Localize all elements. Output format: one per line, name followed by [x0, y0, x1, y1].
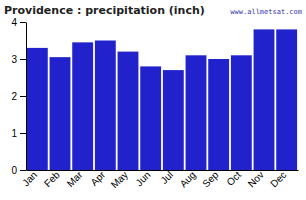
x-tick-label: Aug: [178, 169, 198, 189]
x-tick-label: Jun: [133, 169, 152, 188]
y-tick-label: 2: [11, 91, 17, 102]
annotation: www.allmetsat.com: [230, 8, 302, 16]
x-tick: Mar: [65, 169, 85, 189]
x-axis: JanFebMarAprMayJun JulAugSepOctNovDec: [20, 169, 298, 191]
y-tick-mark: [20, 59, 26, 60]
x-tick: Sep: [200, 169, 221, 190]
y-tick-mark: [20, 133, 26, 134]
y-tick-label: 1: [11, 128, 17, 139]
x-tick: Dec: [268, 169, 288, 189]
y-tick-mark: [20, 22, 26, 23]
x-tick-label: Mar: [65, 169, 85, 189]
x-tick: Jul: [158, 169, 175, 186]
x-tick: Jun: [133, 169, 152, 188]
y-axis: 0 1 2 3 4: [11, 17, 26, 176]
x-tick-label: Nov: [246, 169, 266, 189]
chart: JanFebMarAprMayJun JulAugSepOctNovDec 0 1 2 3…: [0, 0, 306, 200]
x-tick: Apr: [88, 169, 107, 188]
y-tick-label: 4: [11, 17, 17, 28]
bar: [186, 55, 207, 170]
x-tick-label: Oct: [224, 169, 243, 188]
bar: [208, 59, 229, 170]
bar: [72, 42, 93, 170]
y-tick: 0: [11, 165, 26, 176]
x-tick-label: Dec: [268, 169, 288, 189]
title: Providence : precipitation (inch): [4, 4, 205, 17]
y-axis-line: [26, 23, 27, 171]
bar: [118, 52, 139, 170]
x-tick-label: Feb: [42, 169, 62, 189]
bar: [276, 29, 297, 170]
y-tick-label: 3: [11, 54, 17, 65]
x-tick-label: Jan: [20, 169, 39, 188]
bar: [140, 66, 161, 170]
x-tick: Oct: [224, 169, 243, 188]
y-tick: 2: [11, 91, 26, 102]
y-tick-mark: [20, 170, 26, 171]
bars: [27, 29, 297, 170]
x-tick: May: [109, 169, 130, 190]
x-tick-label: Apr: [88, 169, 107, 188]
bar: [254, 29, 275, 170]
x-tick: Nov: [246, 169, 266, 189]
bar: [163, 70, 184, 170]
x-tick: Aug: [178, 169, 198, 189]
y-tick-mark: [20, 96, 26, 97]
bar: [50, 57, 71, 170]
plot-area: JanFebMarAprMayJun JulAugSepOctNovDec 0 1 2 3…: [11, 17, 298, 191]
x-tick: Feb: [42, 169, 62, 189]
x-tick-label: May: [109, 169, 130, 190]
x-tick: Jan: [20, 169, 39, 188]
y-tick: 3: [11, 54, 26, 65]
y-tick: 4: [11, 17, 26, 28]
bar: [27, 48, 48, 170]
x-tick-label: Sep: [200, 169, 221, 190]
y-tick-label: 0: [11, 165, 17, 176]
bar: [231, 55, 252, 170]
bar: [95, 41, 116, 171]
y-tick: 1: [11, 128, 26, 139]
x-tick-label: Jul: [158, 169, 175, 186]
